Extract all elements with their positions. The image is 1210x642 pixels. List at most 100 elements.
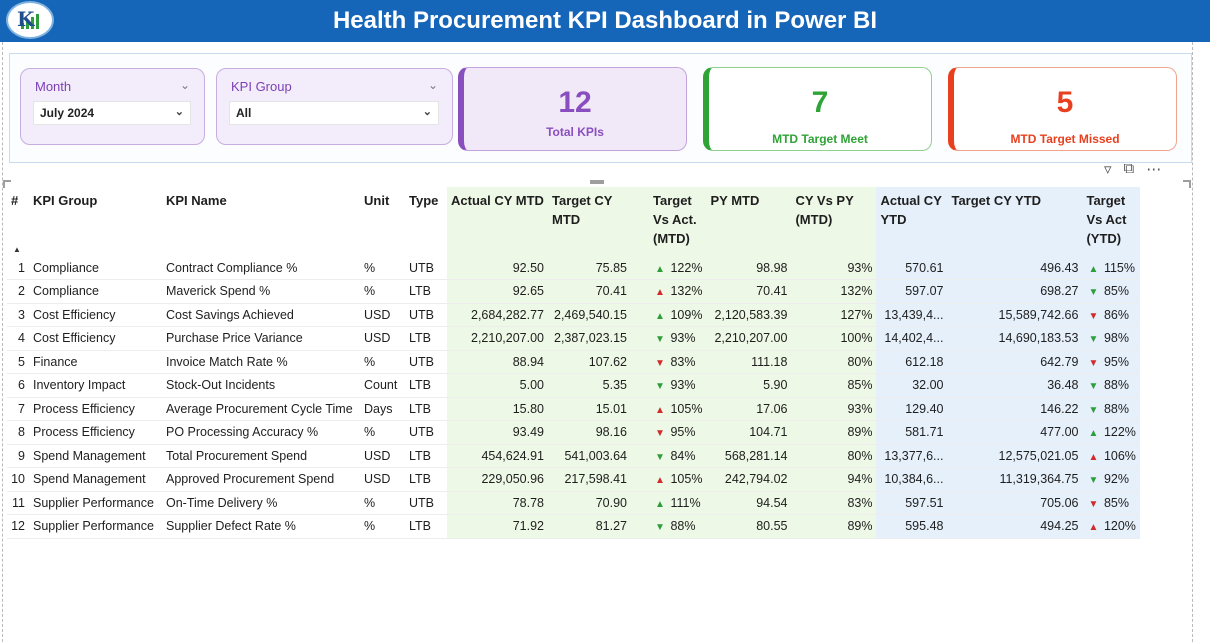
cy-vs-py-mtd-cell: 80%	[791, 444, 877, 468]
target-vs-act-ytd-cell: ▼ 86%	[1082, 303, 1140, 327]
filter-icon[interactable]: ▿	[1104, 161, 1112, 178]
target-cy-ytd-cell: 705.06	[947, 491, 1083, 515]
target-vs-act-mtd-cell: ▲ 109%	[631, 303, 707, 327]
col-header-type[interactable]: Type	[409, 193, 439, 208]
col-header-target-cy-mtd[interactable]: Target CY MTD	[548, 187, 631, 256]
visual-header-toolbar: ▿ ⧉ ⋯	[1104, 160, 1161, 178]
kpi-name-cell: Cost Savings Achieved	[162, 303, 360, 327]
py-mtd-cell: 111.18	[706, 350, 792, 374]
kpi-group-dropdown[interactable]: All ⌄	[229, 101, 439, 125]
table-row[interactable]: 12 Supplier Performance Supplier Defect Ra…	[7, 514, 1140, 539]
py-mtd-cell: 568,281.14	[706, 444, 792, 468]
dropdown-arrow-icon[interactable]: ⌄	[422, 106, 432, 118]
actual-cy-mtd-cell: 88.94	[447, 350, 548, 374]
corner-handle[interactable]	[1183, 180, 1191, 188]
target-cy-ytd-cell: 494.25	[947, 514, 1083, 539]
kpi-name-cell: On-Time Delivery %	[162, 491, 360, 515]
target-vs-act-mtd-cell: ▲ 105%	[631, 397, 707, 421]
col-header-actual-cy-mtd[interactable]: Actual CY MTD	[447, 187, 548, 256]
cy-vs-py-mtd-cell: 89%	[791, 420, 877, 445]
row-index: 7	[7, 397, 29, 421]
kpi-name-cell: Invoice Match Rate %	[162, 350, 360, 374]
col-header-kpi-group[interactable]: KPI Group	[33, 193, 98, 208]
target-vs-act-ytd-cell-value: 98%	[1103, 331, 1129, 346]
target-cy-mtd-cell: 70.41	[548, 279, 631, 304]
kpi-group-cell: Process Efficiency	[29, 420, 162, 445]
row-index: 10	[7, 467, 29, 492]
table-row[interactable]: 3 Cost Efficiency Cost Savings Achieved USD…	[7, 303, 1140, 327]
table-row[interactable]: 6 Inventory Impact Stock-Out Incidents Coun…	[7, 373, 1140, 398]
py-mtd-cell: 98.98	[706, 256, 792, 280]
table-row[interactable]: 9 Spend Management Total Procurement Spend…	[7, 444, 1140, 468]
focus-mode-icon[interactable]: ⧉	[1123, 160, 1135, 177]
arrow-down-icon: ▼	[1088, 357, 1099, 369]
kpi-group-slicer[interactable]: KPI Group ⌄ All ⌄	[216, 68, 453, 145]
table-row[interactable]: 4 Cost Efficiency Purchase Price Variance U…	[7, 326, 1140, 351]
kpi-name-cell: Maverick Spend %	[162, 279, 360, 304]
col-header-target-vs-act-mtd[interactable]: Target Vs Act. (MTD)	[631, 187, 707, 256]
target-vs-act-mtd-cell: ▼ 93%	[631, 326, 707, 351]
month-value: July 2024	[40, 106, 95, 120]
actual-cy-mtd-cell: 454,624.91	[447, 444, 548, 468]
corner-handle[interactable]	[3, 180, 11, 188]
title-bar: K Health Procurement KPI Dashboard in Po…	[0, 0, 1210, 42]
target-cy-mtd-cell: 217,598.41	[548, 467, 631, 492]
py-mtd-cell: 80.55	[706, 514, 792, 539]
kpi-group-cell: Spend Management	[29, 444, 162, 468]
actual-cy-ytd-cell: 13,439,4...	[876, 303, 948, 327]
more-options-icon[interactable]: ⋯	[1146, 161, 1162, 178]
arrow-down-icon: ▼	[1088, 404, 1099, 416]
col-header-kpi-name[interactable]: KPI Name	[166, 193, 227, 208]
arrow-down-icon: ▼	[655, 428, 665, 440]
table-row[interactable]: 1 Compliance Contract Compliance %% UTB 92.5…	[7, 256, 1140, 280]
chevron-down-icon[interactable]: ⌄	[427, 78, 438, 92]
col-header-py-mtd[interactable]: PY MTD	[706, 187, 792, 256]
col-header-unit[interactable]: Unit	[364, 193, 390, 208]
kpi-name-cell: Supplier Defect Rate %	[162, 514, 360, 539]
table-row[interactable]: 11 Supplier Performance On-Time Delivery %…	[7, 491, 1140, 515]
arrow-down-icon: ▼	[655, 357, 665, 369]
unit-cell: %	[360, 256, 405, 280]
row-index: 9	[7, 444, 29, 468]
table-row[interactable]: 2 Compliance Maverick Spend %% LTB 92.65 70.4…	[7, 279, 1140, 304]
month-slicer[interactable]: Month ⌄ July 2024 ⌄	[20, 68, 205, 145]
target-vs-act-mtd-cell: ▲ 111%	[631, 491, 707, 515]
sort-ascending-icon[interactable]: ▲	[13, 245, 21, 254]
type-cell: LTB	[405, 444, 447, 468]
chevron-down-icon[interactable]: ⌄	[179, 78, 190, 92]
kpi-name-cell: Stock-Out Incidents	[162, 373, 360, 398]
arrow-up-icon: ▲	[655, 263, 665, 275]
kpi-group-cell: Cost Efficiency	[29, 303, 162, 327]
month-dropdown[interactable]: July 2024 ⌄	[33, 101, 191, 125]
row-index: 3	[7, 303, 29, 327]
unit-cell: %	[360, 491, 405, 515]
col-header-cy-vs-py-mtd[interactable]: CY Vs PY (MTD)	[791, 187, 877, 256]
type-cell: UTB	[405, 420, 447, 445]
resize-handle[interactable]	[590, 180, 604, 184]
table-row[interactable]: 8 Process Efficiency PO Processing Accurac…	[7, 420, 1140, 445]
target-vs-act-ytd-cell: ▼ 98%	[1082, 326, 1140, 351]
target-cy-mtd-cell: 81.27	[548, 514, 631, 539]
col-header-index[interactable]: #	[11, 193, 19, 208]
type-cell: UTB	[405, 256, 447, 280]
kpi-name-cell: Total Procurement Spend	[162, 444, 360, 468]
kpi-group-cell: Compliance	[29, 279, 162, 304]
row-index: 1	[7, 256, 29, 280]
type-cell: UTB	[405, 491, 447, 515]
col-header-actual-cy-ytd[interactable]: Actual CY YTD	[876, 187, 948, 256]
dropdown-arrow-icon[interactable]: ⌄	[174, 106, 184, 118]
actual-cy-mtd-cell: 92.65	[447, 279, 548, 304]
table-row[interactable]: 10 Spend Management Approved Procurement S…	[7, 467, 1140, 492]
col-header-target-vs-act-ytd[interactable]: Target Vs Act (YTD)	[1082, 187, 1140, 256]
total-kpis-value: 12	[558, 86, 592, 119]
type-cell: LTB	[405, 514, 447, 539]
actual-cy-ytd-cell: 595.48	[876, 514, 948, 539]
py-mtd-cell: 94.54	[706, 491, 792, 515]
col-header-target-cy-ytd[interactable]: Target CY YTD	[947, 187, 1083, 256]
table-row[interactable]: 5 Finance Invoice Match Rate %% UTB 88.94 107…	[7, 350, 1140, 374]
table-row[interactable]: 7 Process Efficiency Average Procurement C…	[7, 397, 1140, 421]
arrow-down-icon: ▼	[1088, 334, 1099, 346]
kpi-group-cell: Compliance	[29, 256, 162, 280]
target-cy-ytd-cell: 12,575,021.05	[947, 444, 1083, 468]
arrow-down-icon: ▼	[1088, 498, 1099, 510]
